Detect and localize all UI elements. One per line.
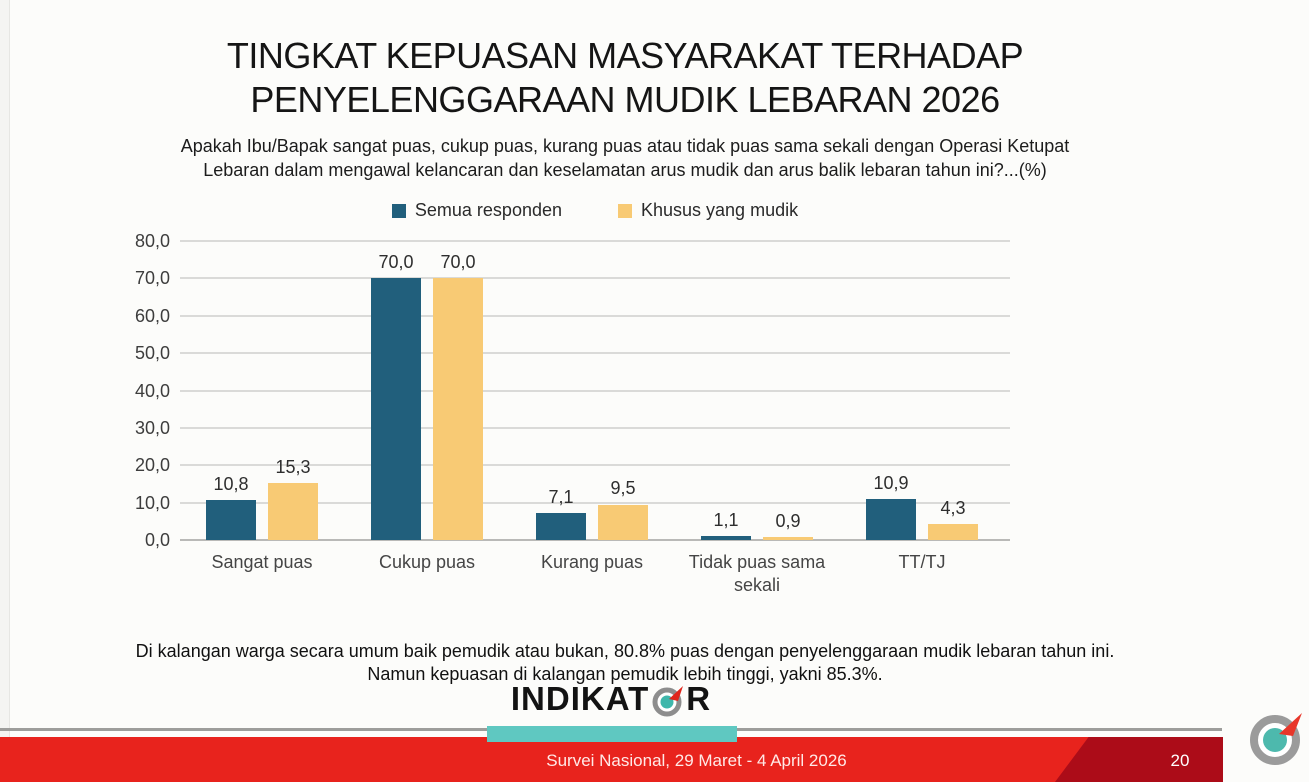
left-edge-divider [0,0,10,782]
footer-red-band [0,737,1223,782]
bar-semua-responden-kurang-puas [536,513,586,540]
legend-swatch-khusus-yang-mudik [618,203,632,218]
bar-semua-responden-sangat-puas [206,499,256,540]
bar-khusus-yang-mudik-tt-tj [928,523,978,540]
finding-note: Di kalangan warga secara umum baik pemud… [0,640,1250,687]
survey-date-label: Survei Nasional, 29 Maret - 4 April 2026 [546,751,847,770]
gridline [180,426,1010,429]
y-axis-label: 60,0 [134,305,170,326]
y-axis-label: 70,0 [134,268,170,289]
bar-value-label: 0,9 [775,510,801,531]
gridline [180,277,1010,280]
y-axis-label: 0,0 [144,530,170,550]
legend-label-semua-responden: Semua responden [414,200,562,220]
logo-text-suffix: R [686,680,712,717]
x-axis-label-kurang-puas: Kurang puas [540,552,644,572]
indikator-logo-text: INDIKAT R [511,680,711,718]
page-title-line1: TINGKAT KEPUASAN MASYARAKAT TERHADAP [226,35,1024,77]
teal-accent-bar [487,726,737,742]
x-axis: Sangat puas Cukup puas Kurang puas Tidak pu… [180,551,1010,611]
bar-semua-responden-tidak-puas-sama-sekali [701,535,751,540]
y-axis-label: 10,0 [134,492,170,513]
bar-value-label: 15,3 [275,456,311,477]
gridline [180,389,1010,392]
x-axis-label-cukup-puas: Cukup puas [378,552,476,572]
finding-note-line2: Namun kepuasan di kalangan pemudik lebih… [367,664,883,685]
page-title: TINGKAT KEPUASAN MASYARAKAT TERHADAP PEN… [0,34,1250,122]
bar-value-label: 7,1 [548,487,574,508]
bar-semua-responden-tt-tj [866,499,916,540]
y-axis-label: 80,0 [134,231,170,251]
bar-value-label: 1,1 [713,509,739,530]
bar-semua-responden-cukup-puas [371,278,421,540]
gridline [180,352,1010,355]
legend-label-khusus-yang-mudik: Khusus yang mudik [641,200,799,220]
gridline [180,539,1010,541]
survey-question-line2: Lebaran dalam mengawal kelancaran dan ke… [203,160,1047,181]
y-axis-label: 40,0 [134,380,170,401]
corner-compass-logo [1250,713,1302,765]
gridline [180,314,1010,317]
legend-item-khusus-yang-mudik: Khusus yang mudik [618,200,798,221]
chart-legend: Semua responden Khusus yang mudik [180,200,1010,221]
y-axis-label: 30,0 [134,417,170,438]
footer-maroon-wedge [1055,737,1223,782]
bar-khusus-yang-mudik-cukup-puas [433,278,483,540]
bar-chart-plot-area: 10,8 70,0 7,1 1,1 10,9 15,3 70,0 9,5 0,9 4,3 [180,240,1010,541]
bar-value-label: 70,0 [440,252,476,273]
page-number: 20 [1170,751,1190,770]
logo-text-prefix: INDIKAT [510,680,650,717]
finding-note-line1: Di kalangan warga secara umum baik pemud… [135,641,1115,661]
survey-question-line1: Apakah Ibu/Bapak sangat puas, cukup puas… [180,136,1070,156]
x-axis-label-tt-tj: TT/TJ [898,552,946,572]
x-axis-label-tidak-puas-sama-sekali: Tidak puas sama sekali [688,552,826,595]
bar-khusus-yang-mudik-tidak-puas-sama-sekali [763,536,813,540]
gridline [180,464,1010,467]
legend-swatch-semua-responden [391,203,406,218]
y-axis-label: 50,0 [134,343,170,364]
bar-value-label: 10,9 [873,473,909,494]
page-title-line2: PENYELENGGARAAN MUDIK LEBARAN 2026 [250,79,1000,121]
bar-value-label: 70,0 [378,252,414,273]
x-axis-label-sangat-puas: Sangat puas [211,552,313,572]
survey-question: Apakah Ibu/Bapak sangat puas, cukup puas… [60,134,1190,183]
bar-khusus-yang-mudik-sangat-puas [268,482,318,540]
bar-value-label: 10,8 [213,473,249,494]
bar-value-label: 4,3 [940,497,966,518]
bar-khusus-yang-mudik-kurang-puas [598,504,648,540]
gridline [180,240,1010,242]
gridline [180,501,1010,504]
compass-icon [652,686,684,717]
y-axis-label: 20,0 [134,455,170,476]
bar-value-label: 9,5 [610,478,636,499]
legend-item-semua-responden: Semua responden [391,200,562,221]
indikator-logo: INDIKAT R [0,680,1222,718]
